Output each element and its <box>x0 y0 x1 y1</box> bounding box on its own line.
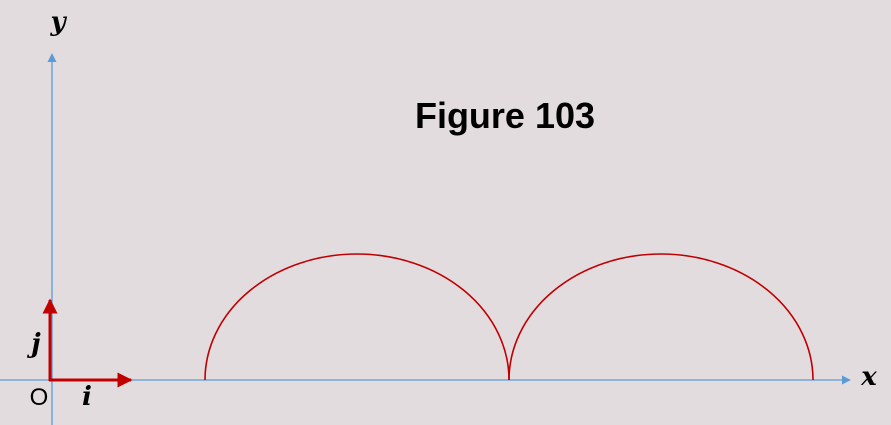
figure-title: Figure 103 <box>415 95 595 136</box>
curve-arch-1 <box>204 253 510 381</box>
y-axis-label: y <box>49 7 67 37</box>
unit-vector-i-label: i <box>82 382 92 412</box>
unit-vector-j-label: j <box>26 329 41 359</box>
curve-arch-2 <box>508 253 814 381</box>
origin-label: O <box>30 384 49 411</box>
x-axis-label: x <box>860 362 877 392</box>
